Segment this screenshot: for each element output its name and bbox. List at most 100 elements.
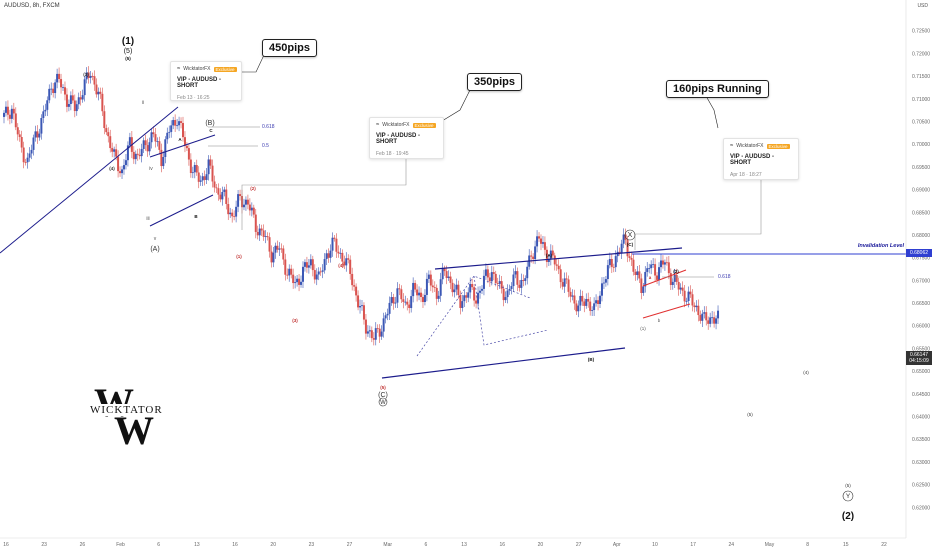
candle-body xyxy=(429,274,432,286)
candle-body xyxy=(420,292,423,298)
candle-body xyxy=(223,189,226,192)
candle-body xyxy=(361,305,363,307)
candle-body xyxy=(421,297,424,303)
wave-label: C xyxy=(209,128,213,133)
candle-body xyxy=(349,259,352,274)
brand-name: WicktatorFX xyxy=(183,66,211,72)
wave-label: (2) xyxy=(250,186,256,191)
candle-body xyxy=(231,212,234,217)
candle-body xyxy=(620,243,623,253)
candle-body xyxy=(242,204,245,208)
signal-card-3[interactable]: ≈ WicktatorFX Exclusive VIP - AUDUSD - SHO… xyxy=(723,138,799,180)
exclusive-badge: Exclusive xyxy=(213,66,237,72)
candle-body xyxy=(22,147,25,163)
brand-name: WicktatorFX xyxy=(736,143,764,149)
candle-body xyxy=(185,145,188,149)
price-tick-label: 0.65500 xyxy=(912,346,930,352)
candle-body xyxy=(48,88,51,101)
candle-body xyxy=(575,303,578,312)
candle-body xyxy=(504,297,507,301)
candle-body xyxy=(622,234,625,244)
wave-label: (5) xyxy=(125,56,131,61)
candle-body xyxy=(431,285,434,288)
time-tick-label: 24 xyxy=(729,542,735,548)
candle-body xyxy=(634,271,637,276)
wave-label: (5) xyxy=(845,483,851,488)
candle-body xyxy=(172,120,175,126)
candle-body xyxy=(500,281,503,289)
candle-body xyxy=(441,268,444,280)
candle-body xyxy=(113,149,116,152)
candle-body xyxy=(12,108,15,114)
candle-body xyxy=(494,273,497,284)
candle-body xyxy=(404,301,407,303)
candle-body xyxy=(272,252,275,263)
candle-body xyxy=(256,231,259,236)
candle-body xyxy=(213,181,216,188)
candle-body xyxy=(532,256,535,260)
wave-circle xyxy=(624,229,636,241)
time-tick-label: 23 xyxy=(41,542,47,548)
candle-body xyxy=(689,291,692,295)
candle-body xyxy=(50,88,53,90)
candle-body xyxy=(34,131,37,138)
candle-body xyxy=(266,236,269,238)
wicktator-logo: W W WICKTATOR xyxy=(84,380,176,453)
candle-body xyxy=(423,294,426,303)
callout-160pips: 160pips Running xyxy=(666,80,769,98)
candle-body xyxy=(211,165,214,182)
wave-label: B xyxy=(194,214,198,219)
candle-body xyxy=(276,245,279,250)
candle-body xyxy=(705,312,708,321)
wave-label: (5) xyxy=(747,412,753,417)
logo-wordmark: WICKTATOR xyxy=(88,404,165,416)
candle-body xyxy=(457,284,460,296)
candle-body xyxy=(67,104,70,107)
candle-body xyxy=(709,317,712,324)
time-tick-label: 27 xyxy=(347,542,353,548)
candles xyxy=(3,66,720,346)
candle-body xyxy=(506,290,509,298)
price-tick-label: 0.64500 xyxy=(912,392,930,398)
candle-body xyxy=(254,214,257,232)
candle-body xyxy=(715,318,718,324)
candle-body xyxy=(201,176,204,181)
candle-body xyxy=(384,315,387,319)
time-tick-label: 15 xyxy=(843,542,849,548)
candle-body xyxy=(333,237,336,239)
candle-body xyxy=(119,171,122,174)
candle-body xyxy=(520,279,523,288)
candle-body xyxy=(229,212,232,215)
candle-body xyxy=(486,269,489,278)
candle-body xyxy=(386,313,389,316)
candle-body xyxy=(406,301,409,305)
candle-body xyxy=(83,79,86,96)
time-tick-label: 6 xyxy=(157,542,160,548)
candle-body xyxy=(305,262,308,268)
time-tick-label: 27 xyxy=(576,542,582,548)
signal-card-2[interactable]: ≈ WicktatorFX Exclusive VIP - AUDUSD - SHO… xyxy=(369,117,444,159)
triangle-lower-line xyxy=(381,347,626,379)
time-tick-label: 17 xyxy=(690,542,696,548)
time-tick-label: 13 xyxy=(461,542,467,548)
candle-body xyxy=(284,259,287,275)
candle-body xyxy=(237,194,240,207)
fib-level-label: 0.618 xyxy=(718,274,731,280)
candle-body xyxy=(101,93,104,112)
candle-body xyxy=(26,157,29,163)
price-tick-label: 0.63500 xyxy=(912,437,930,443)
candle-body xyxy=(368,330,371,332)
candle-body xyxy=(567,279,570,292)
candle-body xyxy=(183,137,186,146)
candle-body xyxy=(290,268,293,275)
signal-card-1[interactable]: ≈ WicktatorFX Exclusive VIP - AUDUSD - SHO… xyxy=(170,61,242,101)
candle-body xyxy=(408,304,411,309)
candle-body xyxy=(288,268,291,276)
candle-body xyxy=(512,274,515,287)
candle-body xyxy=(209,159,212,166)
candle-body xyxy=(479,290,482,293)
dashed-triangle-right xyxy=(473,275,549,346)
candle-body xyxy=(589,301,592,311)
candle-body xyxy=(488,277,491,282)
